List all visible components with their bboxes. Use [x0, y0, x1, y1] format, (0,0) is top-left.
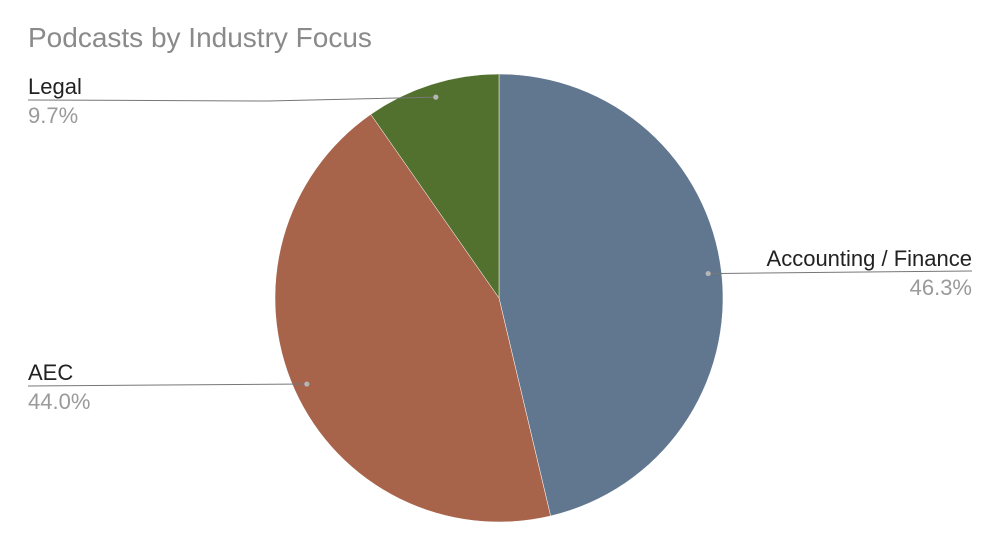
leader-line-legal [27, 96, 436, 102]
pie-slice-aec [274, 113, 551, 523]
slice-percent-accounting-finance: 46.3% [910, 275, 972, 300]
labels-layer: Accounting / Finance 46.3% AEC 44.0% Legal 9.… [27, 74, 973, 414]
slice-percent-legal: 9.7% [28, 103, 78, 128]
slice-percent-aec: 44.0% [28, 389, 90, 414]
slice-label-legal: Legal [28, 74, 82, 99]
pie-slice-legal [370, 73, 500, 299]
slices-layer [274, 73, 724, 523]
leader-line-aec [27, 383, 307, 387]
leader-dot-legal [433, 94, 439, 100]
slice-label-aec: AEC [28, 360, 73, 385]
pie-slice-accounting-finance [498, 73, 724, 517]
leader-line-accounting-finance [708, 270, 973, 275]
slice-label-accounting-finance: Accounting / Finance [767, 246, 972, 271]
leader-dot-aec [304, 381, 310, 387]
chart-title: Podcasts by Industry Focus [28, 22, 372, 53]
leader-dot-accounting-finance [705, 270, 711, 277]
